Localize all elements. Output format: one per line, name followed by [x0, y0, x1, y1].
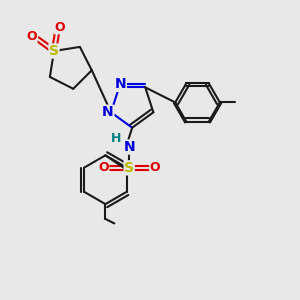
Text: N: N — [123, 140, 135, 154]
Text: H: H — [111, 132, 122, 145]
Text: S: S — [124, 161, 134, 175]
Text: N: N — [102, 105, 114, 119]
Text: S: S — [49, 44, 59, 58]
Text: N: N — [115, 77, 126, 92]
Text: O: O — [26, 30, 37, 43]
Text: O: O — [98, 161, 109, 174]
Text: O: O — [55, 21, 65, 34]
Text: O: O — [150, 161, 160, 174]
